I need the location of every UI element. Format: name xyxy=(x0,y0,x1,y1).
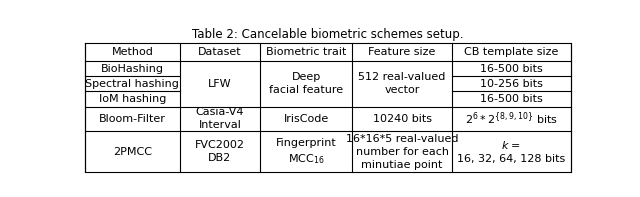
Text: Fingerprint
MCC$_{16}$: Fingerprint MCC$_{16}$ xyxy=(276,138,337,166)
Text: 16-500 bits: 16-500 bits xyxy=(480,94,543,104)
Text: Table 2: Cancelable biometric schemes setup.: Table 2: Cancelable biometric schemes se… xyxy=(192,28,464,41)
Text: 16*16*5 real-valued
number for each
minutiae point: 16*16*5 real-valued number for each minu… xyxy=(346,134,458,170)
Text: Casia-V4
Interval: Casia-V4 Interval xyxy=(196,107,244,130)
Text: Biometric trait: Biometric trait xyxy=(266,47,346,57)
Text: CB template size: CB template size xyxy=(464,47,559,57)
Text: LFW: LFW xyxy=(208,79,232,89)
Text: IrisCode: IrisCode xyxy=(284,114,329,124)
Text: Dataset: Dataset xyxy=(198,47,242,57)
Text: Deep
facial feature: Deep facial feature xyxy=(269,72,343,95)
Text: 2PMCC: 2PMCC xyxy=(113,147,152,157)
Text: Feature size: Feature size xyxy=(369,47,436,57)
Text: BioHashing: BioHashing xyxy=(101,64,164,74)
Text: 10240 bits: 10240 bits xyxy=(372,114,431,124)
Text: 16-500 bits: 16-500 bits xyxy=(480,64,543,74)
Text: $2^6 * 2^{\{8,9,10\}}$ bits: $2^6 * 2^{\{8,9,10\}}$ bits xyxy=(465,111,558,127)
Text: $k$ =
16, 32, 64, 128 bits: $k$ = 16, 32, 64, 128 bits xyxy=(458,139,566,164)
Text: IoM hashing: IoM hashing xyxy=(99,94,166,104)
Text: Bloom-Filter: Bloom-Filter xyxy=(99,114,166,124)
Text: 10-256 bits: 10-256 bits xyxy=(480,79,543,89)
Text: Spectral hashing: Spectral hashing xyxy=(85,79,179,89)
Text: Method: Method xyxy=(111,47,154,57)
Text: 512 real-valued
vector: 512 real-valued vector xyxy=(358,72,446,95)
Text: FVC2002
DB2: FVC2002 DB2 xyxy=(195,140,245,163)
